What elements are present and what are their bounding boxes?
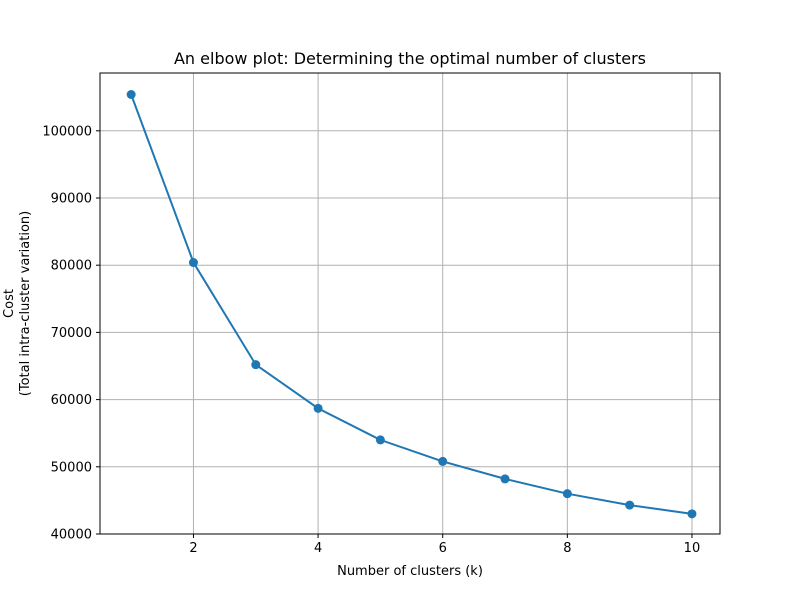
data-point <box>313 403 323 413</box>
plot-frame <box>99 72 721 535</box>
data-point <box>251 360 261 370</box>
data-point <box>188 258 198 268</box>
data-point <box>375 435 385 445</box>
data-point <box>438 456 448 466</box>
x-tick-label: 4 <box>314 541 322 556</box>
x-tick-label: 6 <box>439 541 447 556</box>
x-tick-label: 8 <box>563 541 571 556</box>
y-tick-label: 80000 <box>51 259 92 274</box>
y-tick-label: 100000 <box>42 124 92 139</box>
data-point <box>500 474 510 484</box>
x-axis-label: Number of clusters (k) <box>337 564 483 579</box>
series-line <box>130 94 693 515</box>
y-tick-label: 90000 <box>51 191 92 206</box>
y-tick-label: 70000 <box>51 326 92 341</box>
y-tick-label: 40000 <box>51 528 92 543</box>
y-tick-label: 60000 <box>51 393 92 408</box>
y-tick-label: 50000 <box>51 460 92 475</box>
data-point <box>126 90 136 100</box>
data-point <box>687 509 697 519</box>
x-tick-label: 10 <box>684 541 701 556</box>
data-point <box>562 489 572 499</box>
x-axis-ticks: 2 4 6 8 10 <box>189 534 700 556</box>
x-tick-label: 2 <box>189 541 197 556</box>
y-axis-label: Cost (Total intra-cluster variation) <box>2 211 33 396</box>
y-axis-label-line-1: Cost <box>2 289 17 318</box>
series <box>126 90 697 519</box>
y-axis-ticks: 40000 50000 60000 70000 80000 90000 100000 <box>42 124 100 543</box>
y-axis-label-line-2: (Total intra-cluster variation) <box>18 211 33 396</box>
data-point <box>625 500 635 510</box>
chart-title: An elbow plot: Determining the optimal n… <box>174 49 646 68</box>
